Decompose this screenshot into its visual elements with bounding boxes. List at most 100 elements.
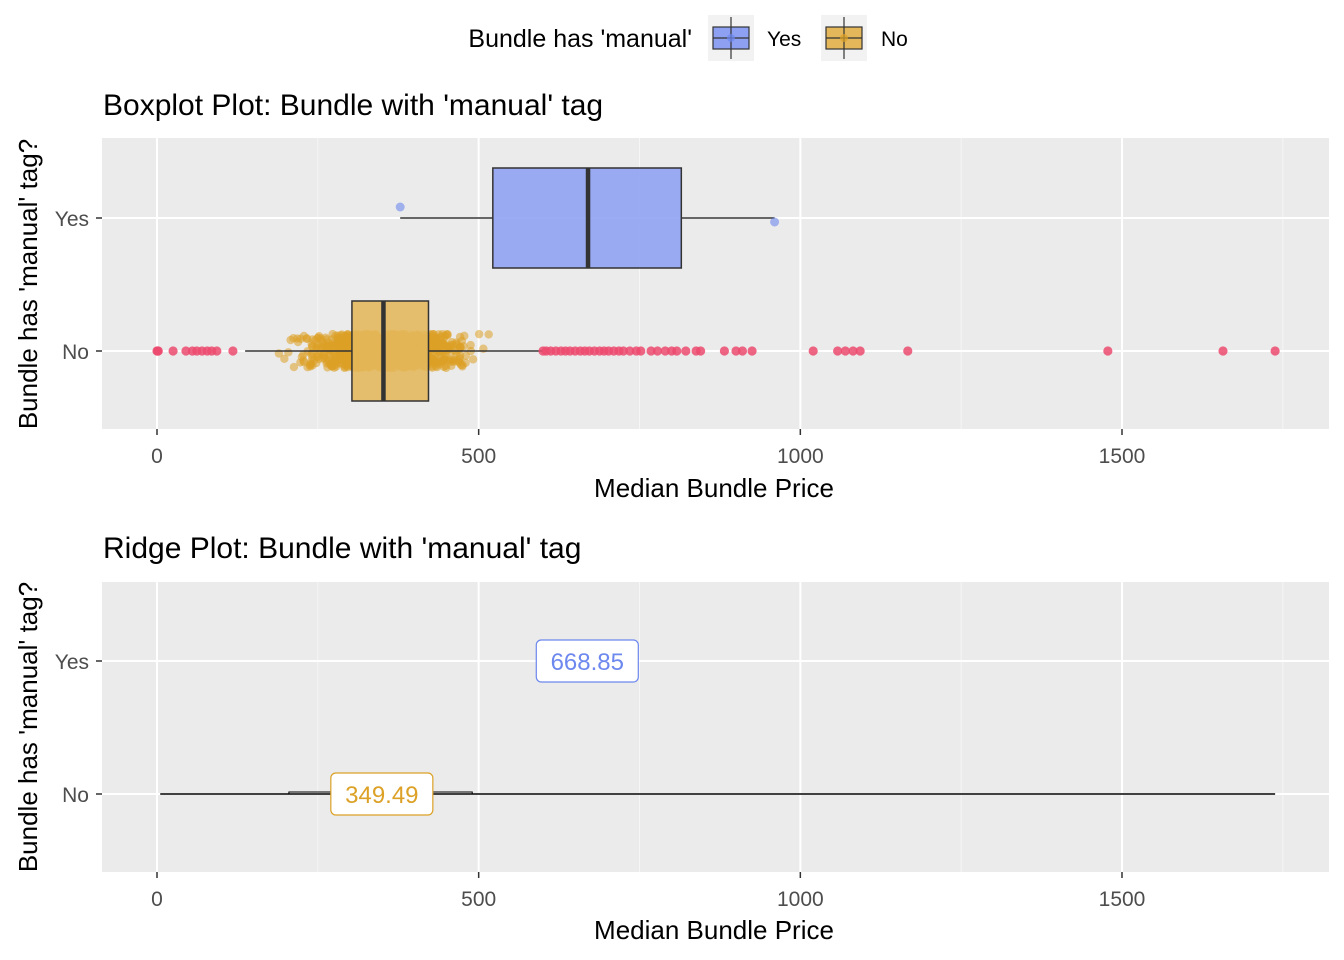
boxplot-jitter-point — [315, 354, 324, 364]
boxplot-outlier — [903, 346, 913, 356]
boxplot-outliers — [152, 346, 1280, 356]
boxplot-outlier — [719, 346, 730, 356]
boxplot-jitter-point — [474, 329, 484, 339]
boxplot-jitter-point — [308, 361, 317, 370]
boxplot-jitter-point — [443, 331, 452, 340]
ridge-median-label-no: 349.49 — [345, 782, 418, 809]
ridge-axes: 0 500 1000 1500 No Yes — [55, 651, 1146, 911]
legend-key-no — [821, 15, 867, 61]
legend-label-yes: Yes — [767, 28, 801, 51]
boxplot-y-tick-label: Yes — [55, 208, 89, 231]
legend-title: Bundle has 'manual' — [468, 25, 692, 53]
boxplot-outlier — [1218, 346, 1228, 356]
boxplot-jitter-point — [431, 345, 441, 355]
boxplot-jitter-point — [336, 339, 345, 349]
boxplot-jitter-point — [427, 362, 436, 371]
boxplot-x-tick-label: 1500 — [1099, 445, 1146, 468]
ridge-panel — [102, 582, 1329, 872]
boxplot-outlier — [1270, 346, 1280, 356]
boxplot-jitter-point — [447, 361, 456, 370]
boxplot-jitter-point — [457, 336, 467, 346]
ridge-x-tick-label: 1500 — [1099, 888, 1146, 911]
boxplot-outlier — [636, 346, 646, 356]
boxplot-jitter-point — [447, 338, 457, 347]
boxplot-jitter-point — [284, 348, 293, 357]
boxplot-jitter-point — [297, 352, 307, 362]
ridge-x-tick-label: 1000 — [777, 888, 824, 911]
boxplot-jitter-point — [293, 337, 303, 347]
boxplot-jitter-point — [484, 330, 493, 339]
boxplot-outlier — [625, 346, 635, 356]
legend-label-no: No — [881, 28, 908, 51]
legend-key-yes — [708, 15, 754, 61]
boxplot-jitter-point — [446, 355, 455, 364]
boxplot-outlier — [646, 346, 656, 356]
boxplot-jitter-point — [331, 331, 340, 340]
boxplot-jitter-point — [468, 355, 478, 364]
ridge-x-tick-label: 0 — [151, 888, 163, 911]
boxplot-jitter-point — [438, 340, 447, 349]
ridge-x-tick-label: 500 — [461, 888, 496, 911]
ridge-median-label-yes: 668.85 — [551, 649, 624, 676]
boxplot-outlier — [833, 346, 843, 356]
ridge-y-tick-label: Yes — [55, 651, 89, 674]
boxplot-y-tick-label: No — [62, 341, 89, 364]
boxplot-axes: 0 500 1000 1500 No Yes — [55, 208, 1146, 468]
boxplot-jitter-point — [302, 334, 312, 343]
boxplot-outlier — [808, 346, 818, 356]
boxplot-outlier — [840, 346, 850, 356]
boxplot-outlier — [168, 346, 178, 356]
boxplot-point-yes — [395, 202, 405, 212]
boxplot-outlier — [660, 346, 670, 356]
boxplot-outlier — [737, 346, 748, 356]
boxplot-jitter-point — [313, 334, 322, 343]
ridge-y-tick-label: No — [62, 784, 89, 807]
ridge-chart: Ridge Plot: Bundle with 'manual' tag 349… — [13, 532, 1329, 945]
boxplot-marks — [245, 167, 780, 402]
boxplot-chart: Boxplot Plot: Bundle with 'manual' tag 0… — [13, 89, 1329, 503]
boxplot-title: Boxplot Plot: Bundle with 'manual' tag — [103, 89, 603, 122]
boxplot-jitter-point — [342, 331, 351, 341]
ridge-median-label-box-yes — [535, 639, 639, 683]
boxplot-outlier — [618, 346, 629, 356]
boxplot-outlier — [696, 346, 706, 356]
boxplot-jitter-point — [466, 340, 475, 350]
boxplot-outlier — [731, 346, 741, 356]
boxplot-outlier — [153, 346, 163, 356]
boxplot-outlier — [747, 346, 757, 356]
boxplot-x-tick-label: 0 — [151, 445, 163, 468]
boxplot-x-tick-label: 1000 — [777, 445, 824, 468]
legend: Bundle has 'manual' Yes No — [468, 15, 908, 61]
boxplot-jitter-point — [341, 357, 351, 366]
boxplot-jitter-point — [289, 362, 299, 372]
boxplot-jitter-point — [330, 361, 339, 370]
boxplot-outlier — [212, 346, 222, 356]
boxplot-jitter-point — [456, 343, 465, 352]
boxplot-outlier — [652, 346, 663, 356]
ridge-median-label-box-no — [330, 772, 434, 816]
boxplot-panel — [102, 138, 1329, 429]
boxplot-jitter-point — [431, 333, 441, 342]
boxplot-jitter-point — [458, 360, 467, 370]
boxplot-outlier — [181, 346, 191, 356]
boxplot-outlier — [1103, 346, 1113, 356]
boxplot-jitter-point — [312, 343, 321, 353]
ridge-title: Ridge Plot: Bundle with 'manual' tag — [103, 532, 581, 565]
boxplot-outlier — [855, 346, 865, 356]
boxplot-jitter-point — [280, 354, 289, 364]
ridge-x-axis-label: Median Bundle Price — [594, 915, 834, 945]
boxplot-y-axis-label: Bundle has 'manual' tag? — [13, 139, 43, 429]
boxplot-jitter-point — [455, 351, 465, 360]
boxplot-outlier — [672, 346, 682, 356]
boxplot-outlier — [228, 346, 238, 356]
ridge-marks: 349.49 668.85 — [160, 639, 1276, 816]
boxplot-box-no — [351, 300, 430, 402]
boxplot-outlier — [848, 346, 858, 356]
boxplot-jitter-point — [323, 343, 333, 353]
boxplot-x-tick-label: 500 — [461, 445, 496, 468]
boxplot-x-axis-label: Median Bundle Price — [594, 473, 834, 503]
boxplot-point-yes — [770, 217, 780, 227]
boxplot-jitter-point — [286, 335, 295, 345]
ridge-y-axis-label: Bundle has 'manual' tag? — [13, 582, 43, 872]
